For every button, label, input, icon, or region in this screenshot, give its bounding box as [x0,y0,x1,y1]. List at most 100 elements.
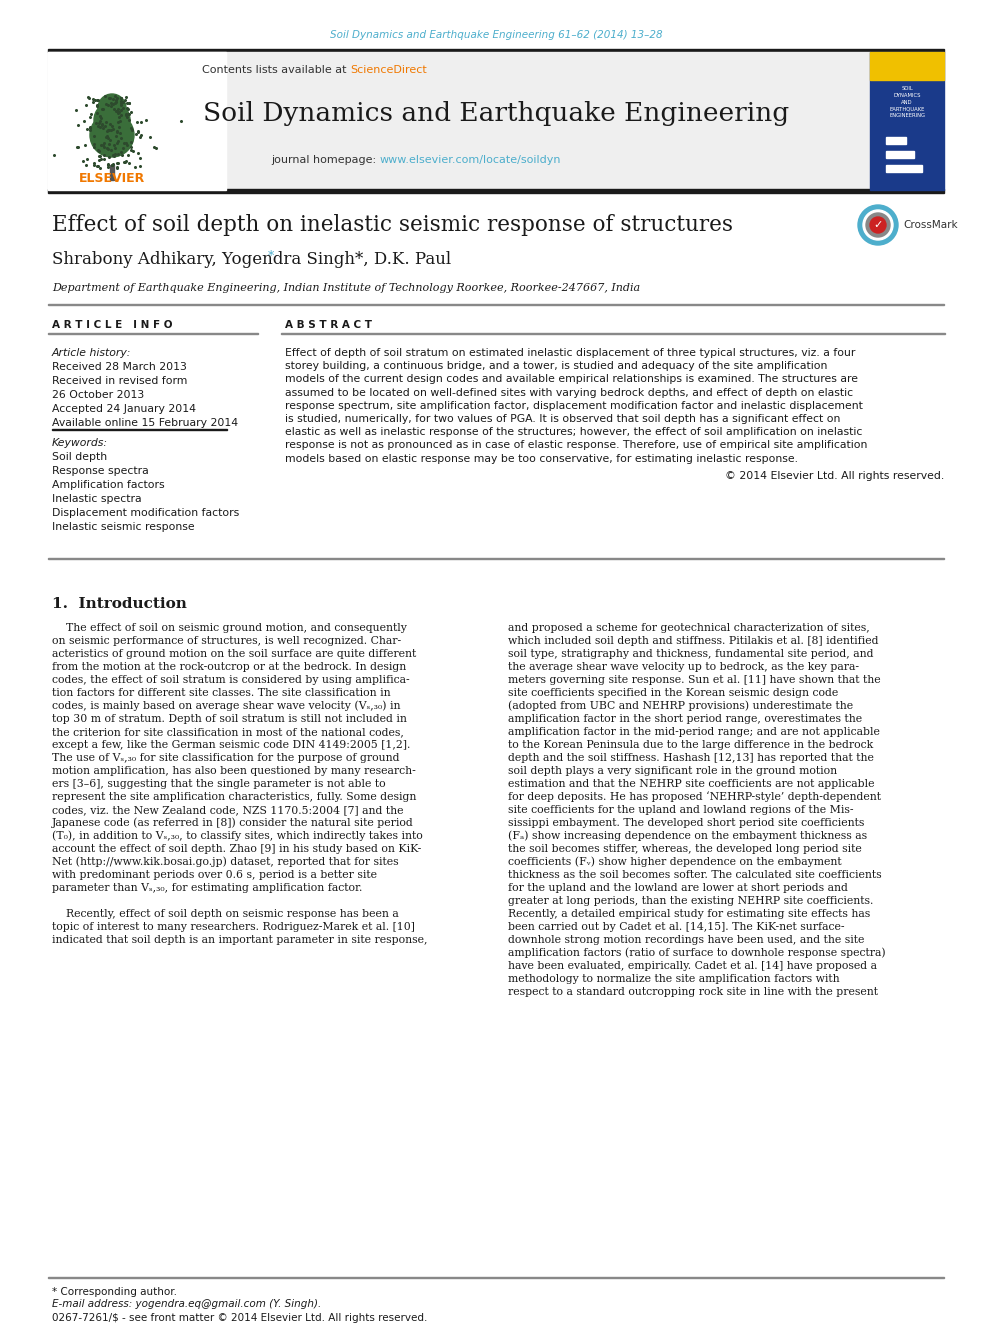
Text: 1.  Introduction: 1. Introduction [52,597,186,611]
Text: codes, is mainly based on average shear wave velocity (Vₛ,₃₀) in: codes, is mainly based on average shear … [52,701,401,712]
Text: *: * [268,250,275,263]
Text: Department of Earthquake Engineering, Indian Institute of Technology Roorkee, Ro: Department of Earthquake Engineering, In… [52,283,640,292]
Text: Net (http://www.kik.bosai.go.jp) dataset, reported that for sites: Net (http://www.kik.bosai.go.jp) dataset… [52,857,399,868]
Text: except a few, like the German seismic code DIN 4149:2005 [1,2].: except a few, like the German seismic co… [52,740,411,750]
Text: Keywords:: Keywords: [52,438,108,448]
Text: 0267-7261/$ - see front matter © 2014 Elsevier Ltd. All rights reserved.: 0267-7261/$ - see front matter © 2014 El… [52,1312,428,1323]
Text: estimation and that the NEHRP site coefficients are not applicable: estimation and that the NEHRP site coeff… [508,779,875,789]
Text: journal homepage:: journal homepage: [272,155,380,165]
Text: (Fₐ) show increasing dependence on the embayment thickness as: (Fₐ) show increasing dependence on the e… [508,831,867,841]
Circle shape [858,205,898,245]
Text: amplification factor in the short period range, overestimates the: amplification factor in the short period… [508,714,862,724]
Text: Effect of depth of soil stratum on estimated inelastic displacement of three typ: Effect of depth of soil stratum on estim… [285,348,855,359]
Text: A B S T R A C T: A B S T R A C T [285,320,372,329]
Text: Received in revised form: Received in revised form [52,376,187,386]
Text: is studied, numerically, for two values of PGA. It is observed that soil depth h: is studied, numerically, for two values … [285,414,840,423]
Text: the average shear wave velocity up to bedrock, as the key para-: the average shear wave velocity up to be… [508,662,859,672]
Text: to the Korean Peninsula due to the large difference in the bedrock: to the Korean Peninsula due to the large… [508,740,873,750]
Text: been carried out by Cadet et al. [14,15]. The KiK-net surface-: been carried out by Cadet et al. [14,15]… [508,922,844,931]
Text: © 2014 Elsevier Ltd. All rights reserved.: © 2014 Elsevier Ltd. All rights reserved… [725,471,944,480]
Circle shape [90,112,134,157]
Text: from the motion at the rock-outcrop or at the bedrock. In design: from the motion at the rock-outcrop or a… [52,662,407,672]
Bar [48,52,226,191]
Text: greater at long periods, than the existing NEHRP site coefficients.: greater at long periods, than the existi… [508,896,873,906]
Text: ScienceDirect: ScienceDirect [350,65,427,75]
Text: topic of interest to many researchers. Rodriguez-Marek et al. [10]: topic of interest to many researchers. R… [52,922,415,931]
Text: Shrabony Adhikary, Yogendra Singh*, D.K. Paul: Shrabony Adhikary, Yogendra Singh*, D.K.… [52,251,451,269]
Text: A R T I C L E   I N F O: A R T I C L E I N F O [52,320,173,329]
Text: E-mail address: yogendra.eq@gmail.com (Y. Singh).: E-mail address: yogendra.eq@gmail.com (Y… [52,1299,321,1308]
Text: site coefficients for the upland and lowland regions of the Mis-: site coefficients for the upland and low… [508,804,853,815]
Text: soil type, stratigraphy and thickness, fundamental site period, and: soil type, stratigraphy and thickness, f… [508,650,874,659]
Text: for deep deposits. He has proposed ‘NEHRP-style’ depth-dependent: for deep deposits. He has proposed ‘NEHR… [508,791,881,802]
Text: Amplification factors: Amplification factors [52,480,165,490]
Text: SOIL
DYNAMICS
AND
EARTHQUAKE
ENGINEERING: SOIL DYNAMICS AND EARTHQUAKE ENGINEERING [889,86,925,118]
Text: motion amplification, has also been questioned by many research-: motion amplification, has also been ques… [52,766,416,777]
Text: response is not as pronounced as in case of elastic response. Therefore, use of : response is not as pronounced as in case… [285,441,867,450]
Text: for the upland and the lowland are lower at short periods and: for the upland and the lowland are lower… [508,882,848,893]
Text: response spectrum, site amplification factor, displacement modification factor a: response spectrum, site amplification fa… [285,401,863,411]
Text: elastic as well as inelastic response of the structures; however, the effect of : elastic as well as inelastic response of… [285,427,862,437]
Text: represent the site amplification characteristics, fully. Some design: represent the site amplification charact… [52,792,417,802]
Bar [48,49,944,52]
Text: 26 October 2013: 26 October 2013 [52,390,144,400]
Text: Soil Dynamics and Earthquake Engineering 61–62 (2014) 13–28: Soil Dynamics and Earthquake Engineering… [329,30,663,40]
Bar [886,151,914,157]
Text: downhole strong motion recordings have been used, and the site: downhole strong motion recordings have b… [508,935,864,945]
Text: Recently, effect of soil depth on seismic response has been a: Recently, effect of soil depth on seismi… [52,909,399,919]
Text: Recently, a detailed empirical study for estimating site effects has: Recently, a detailed empirical study for… [508,909,870,919]
Text: coefficients (Fᵥ) show higher dependence on the embayment: coefficients (Fᵥ) show higher dependence… [508,857,841,868]
Text: amplification factor in the mid-period range; and are not applicable: amplification factor in the mid-period r… [508,728,880,737]
Text: Effect of soil depth on inelastic seismic response of structures: Effect of soil depth on inelastic seismi… [52,214,733,235]
Text: depth and the soil stiffness. Hashash [12,13] has reported that the: depth and the soil stiffness. Hashash [1… [508,753,874,763]
Bar [886,138,906,144]
Circle shape [870,217,886,233]
Text: sissippi embayment. The developed short period site coefficients: sissippi embayment. The developed short … [508,818,864,828]
Text: Japanese code (as referred in [8]) consider the natural site period: Japanese code (as referred in [8]) consi… [52,818,414,828]
Circle shape [94,102,130,138]
Text: codes, viz. the New Zealand code, NZS 1170.5:2004 [7] and the: codes, viz. the New Zealand code, NZS 11… [52,804,404,815]
Text: www.elsevier.com/locate/soildyn: www.elsevier.com/locate/soildyn [380,155,561,165]
Text: thickness as the soil becomes softer. The calculated site coefficients: thickness as the soil becomes softer. Th… [508,871,882,880]
Text: which included soil depth and stiffness. Pitilakis et al. [8] identified: which included soil depth and stiffness.… [508,636,879,646]
Text: soil depth plays a very significant role in the ground motion: soil depth plays a very significant role… [508,766,837,777]
Bar [48,189,944,193]
Text: and proposed a scheme for geotechnical characterization of sites,: and proposed a scheme for geotechnical c… [508,623,870,632]
Text: amplification factors (ratio of surface to downhole response spectra): amplification factors (ratio of surface … [508,947,886,958]
Text: (adopted from UBC and NEHRP provisions) underestimate the: (adopted from UBC and NEHRP provisions) … [508,701,853,712]
Text: on seismic performance of structures, is well recognized. Char-: on seismic performance of structures, is… [52,636,401,646]
Bar [870,52,944,79]
Text: models based on elastic response may be too conservative, for estimating inelast: models based on elastic response may be … [285,454,798,463]
Text: codes, the effect of soil stratum is considered by using amplifica-: codes, the effect of soil stratum is con… [52,675,410,685]
Circle shape [866,213,890,237]
Text: Accepted 24 January 2014: Accepted 24 January 2014 [52,404,196,414]
Text: Inelastic spectra: Inelastic spectra [52,493,142,504]
Text: with predominant periods over 0.6 s, period is a better site: with predominant periods over 0.6 s, per… [52,871,377,880]
Text: storey building, a continuous bridge, and a tower, is studied and adequacy of th: storey building, a continuous bridge, an… [285,361,827,372]
Text: acteristics of ground motion on the soil surface are quite different: acteristics of ground motion on the soil… [52,650,417,659]
Text: CrossMark: CrossMark [903,220,957,230]
Text: ✓: ✓ [873,220,883,230]
Text: meters governing site response. Sun et al. [11] have shown that the: meters governing site response. Sun et a… [508,675,881,685]
Text: Contents lists available at: Contents lists available at [202,65,350,75]
Text: Article history:: Article history: [52,348,131,359]
Text: (T₀), in addition to Vₛ,₃₀, to classify sites, which indirectly takes into: (T₀), in addition to Vₛ,₃₀, to classify … [52,831,423,841]
Bar [110,165,114,180]
Text: * Corresponding author.: * Corresponding author. [52,1287,177,1297]
Text: parameter than Vₛ,₃₀, for estimating amplification factor.: parameter than Vₛ,₃₀, for estimating amp… [52,882,362,893]
Text: Available online 15 February 2014: Available online 15 February 2014 [52,418,238,429]
Text: assumed to be located on well-defined sites with varying bedrock depths, and eff: assumed to be located on well-defined si… [285,388,853,398]
Text: site coefficients specified in the Korean seismic design code: site coefficients specified in the Korea… [508,688,838,699]
Text: Received 28 March 2013: Received 28 March 2013 [52,363,186,372]
Text: The use of Vₛ,₃₀ for site classification for the purpose of ground: The use of Vₛ,₃₀ for site classification… [52,753,400,763]
Text: Displacement modification factors: Displacement modification factors [52,508,239,519]
Text: Response spectra: Response spectra [52,466,149,476]
Text: the criterion for site classification in most of the national codes,: the criterion for site classification in… [52,728,404,737]
Text: indicated that soil depth is an important parameter in site response,: indicated that soil depth is an importan… [52,935,428,945]
Text: account the effect of soil depth. Zhao [9] in his study based on KiK-: account the effect of soil depth. Zhao [… [52,844,422,855]
Text: methodology to normalize the site amplification factors with: methodology to normalize the site amplif… [508,974,839,984]
Text: Inelastic seismic response: Inelastic seismic response [52,523,194,532]
Text: Soil Dynamics and Earthquake Engineering: Soil Dynamics and Earthquake Engineering [203,102,789,127]
Bar [886,165,922,172]
Text: the soil becomes stiffer, whereas, the developed long period site: the soil becomes stiffer, whereas, the d… [508,844,862,855]
